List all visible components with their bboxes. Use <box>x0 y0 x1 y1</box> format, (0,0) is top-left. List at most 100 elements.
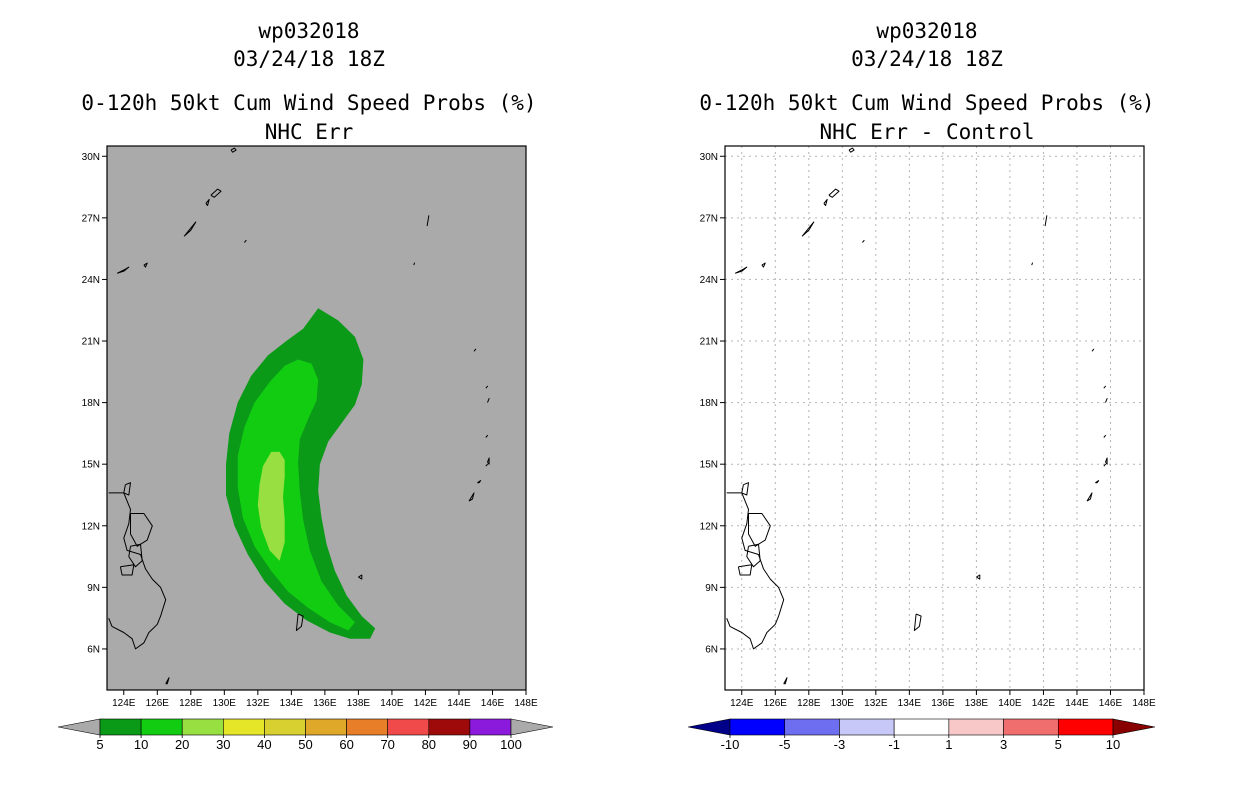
y-tick-label: 6N <box>87 644 100 655</box>
colorbar-label: 5 <box>1055 737 1062 752</box>
coastline-palau <box>913 613 922 631</box>
coastline-miyako <box>761 262 766 268</box>
coastline-rota <box>1095 480 1100 484</box>
x-tick-label: 138E <box>347 698 371 709</box>
colorbar-label: 1 <box>945 737 952 752</box>
contour-fill-20 <box>257 451 285 561</box>
coastline-farallon <box>1091 348 1095 352</box>
colorbar-end-triangle <box>1112 718 1156 736</box>
x-tick-label: 136E <box>931 698 955 709</box>
x-tick-label: 146E <box>481 698 505 709</box>
colorbar-swatch <box>784 718 840 736</box>
colorbar-label: -3 <box>834 737 846 752</box>
x-tick-label: 146E <box>1099 698 1123 709</box>
map-area <box>89 146 526 690</box>
coastline-amami <box>210 188 222 198</box>
coastline-yap <box>976 574 981 580</box>
map-background <box>725 146 1144 690</box>
coastline-yakushima <box>848 147 855 153</box>
coastline-bonin <box>426 215 430 227</box>
y-tick-label: 12N <box>82 521 100 532</box>
coastline-tokuno <box>205 198 210 206</box>
coastline-ishigaki <box>734 266 748 274</box>
coastline-anatahan <box>485 434 488 438</box>
coastline-palau <box>295 613 304 631</box>
axes: 124E 126E 128E 130E 132E 134E 136E 138E 140E 142E… <box>700 145 1156 709</box>
y-tick-label: 9N <box>87 583 100 594</box>
coastline-yakushima <box>230 147 237 153</box>
coastline-agrihan <box>485 385 488 389</box>
coastline-catanduanes <box>741 482 749 496</box>
colorbar-label: -5 <box>779 737 791 752</box>
coastline-yap <box>358 574 363 580</box>
colorbar-swatch <box>223 718 265 736</box>
chart-title-line-1: wp032018 <box>876 19 977 43</box>
coastline-farallon <box>473 348 477 352</box>
x-tick-label: 126E <box>764 698 788 709</box>
colorbar-label: 90 <box>463 737 477 752</box>
colorbar: -10 -5 -3 -1 1 3 5 10 <box>687 718 1156 752</box>
map-area <box>707 146 1144 690</box>
coastline-batan <box>707 351 709 353</box>
colorbar-label: 20 <box>175 737 189 752</box>
coastline-iwo <box>1031 262 1033 266</box>
y-tick-label: 15N <box>82 460 100 471</box>
x-tick-label: 134E <box>280 698 304 709</box>
chart-title-line-2: 03/24/18 18Z <box>851 47 1003 71</box>
y-tick-label: 21N <box>700 337 718 348</box>
chart-title-line-2: 03/24/18 18Z <box>233 47 385 71</box>
coastline-mindanao-tip <box>783 677 788 685</box>
colorbar-swatch <box>839 718 895 736</box>
colorbar: 5 10 20 30 40 50 60 70 80 90 100 <box>57 718 554 752</box>
y-tick-label: 30N <box>82 152 100 163</box>
coastline-guam <box>468 492 475 502</box>
colorbar-label: 3 <box>1000 737 1007 752</box>
x-tick-label: 140E <box>998 698 1022 709</box>
coastline-batan <box>89 351 91 353</box>
coastline-tinian <box>485 463 488 467</box>
difference-chart-panel: wp032018 03/24/18 18Z 0-120h 50kt Cum Wi… <box>687 19 1156 752</box>
x-tick-label: 138E <box>965 698 989 709</box>
coastline-miyako <box>143 262 148 268</box>
map-frame <box>106 145 527 691</box>
colorbar-label: 80 <box>422 737 436 752</box>
y-tick-label: 18N <box>82 398 100 409</box>
x-tick-label: 148E <box>1132 698 1156 709</box>
x-tick-label: 124E <box>730 698 754 709</box>
coastline-mindanao-tip <box>165 677 170 685</box>
coastline-ishigaki <box>116 266 130 274</box>
colorbar-label: -1 <box>888 737 900 752</box>
x-tick-label: 148E <box>514 698 538 709</box>
y-tick-label: 24N <box>700 275 718 286</box>
y-tick-label: 30N <box>700 152 718 163</box>
coastline-okinawa <box>801 221 815 237</box>
x-tick-label: 142E <box>1032 698 1056 709</box>
coastline-catanduanes <box>123 482 131 496</box>
x-tick-label: 142E <box>414 698 438 709</box>
x-tick-label: 144E <box>1065 698 1089 709</box>
chart-title-line-3: 0-120h 50kt Cum Wind Speed Probs (%) <box>699 91 1154 115</box>
colorbar-label: 30 <box>216 737 230 752</box>
coastline-bohol <box>737 564 753 576</box>
x-tick-label: 132E <box>864 698 888 709</box>
x-tick-label: 124E <box>112 698 136 709</box>
coastline-samar <box>748 513 771 547</box>
coastline-tokuno <box>823 198 828 206</box>
coastline-rota <box>477 480 482 484</box>
colorbar-label: 5 <box>96 737 103 752</box>
colorbar-swatch <box>99 718 142 736</box>
coastline-saipan <box>1105 457 1108 465</box>
chart-title-line-3: 0-120h 50kt Cum Wind Speed Probs (%) <box>81 91 536 115</box>
colorbar-swatch <box>387 718 430 736</box>
x-tick-label: 128E <box>797 698 821 709</box>
colorbar-swatch <box>428 718 471 736</box>
colorbar-label: 100 <box>500 737 522 752</box>
y-tick-label: 6N <box>705 644 718 655</box>
colorbar-swatch <box>1003 718 1059 736</box>
coastline-agrihan <box>1103 385 1106 389</box>
coastline-okinawa <box>183 221 197 237</box>
coastline-luzon <box>108 492 167 650</box>
coastline-guam <box>1086 492 1093 502</box>
coastline-bonin <box>1044 215 1048 227</box>
contour-fill-10 <box>237 359 355 631</box>
